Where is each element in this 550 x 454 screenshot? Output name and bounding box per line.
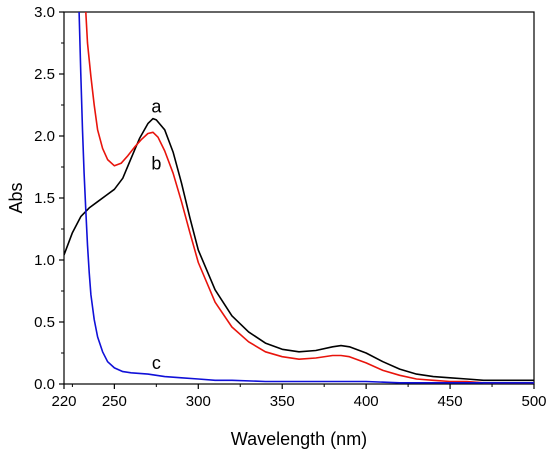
- x-tick-label: 250: [102, 393, 127, 410]
- x-tick-label: 500: [521, 393, 546, 410]
- curve-label-c: c: [152, 353, 161, 373]
- x-tick-label: 400: [354, 393, 379, 410]
- curve-label-b: b: [151, 153, 161, 173]
- series-line-a: [64, 117, 534, 382]
- plot-frame: [63, 11, 535, 385]
- y-tick-label: 2.5: [34, 66, 55, 83]
- y-tick-label: 1.5: [34, 190, 55, 207]
- y-axis-title: Abs: [6, 182, 26, 213]
- curve-label-a: a: [151, 96, 162, 116]
- annotation-layer: a b c: [151, 96, 162, 373]
- x-axis-title: Wavelength (nm): [231, 429, 367, 449]
- y-tick-label: 1.0: [34, 252, 55, 269]
- series-layer: [64, 12, 534, 384]
- axes-layer: 220 250 300 350 400 450 500 0.0 0.5 1.0 1.5 2.0 2.5 3…: [6, 4, 547, 449]
- x-tick-label: 350: [270, 393, 295, 410]
- y-tick-label: 3.0: [34, 4, 55, 21]
- series-line-c: [78, 12, 534, 384]
- x-tick-label: 300: [186, 393, 211, 410]
- y-tick-label: 0.5: [34, 314, 55, 331]
- y-tick-label: 0.0: [34, 376, 55, 393]
- x-tick-label: 450: [438, 393, 463, 410]
- x-tick-label: 220: [51, 393, 76, 410]
- series-line-b: [85, 12, 534, 384]
- y-tick-label: 2.0: [34, 128, 55, 145]
